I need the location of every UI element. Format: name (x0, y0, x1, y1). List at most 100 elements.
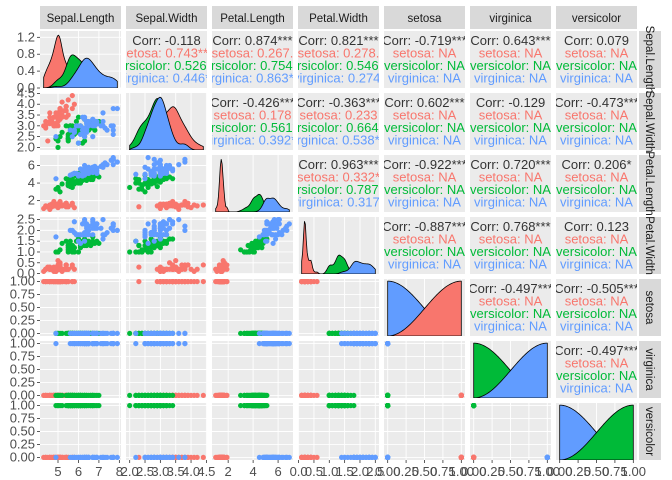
point-setosa (63, 262, 69, 268)
point-virginica (157, 341, 163, 347)
point-virginica (71, 219, 77, 225)
points-layer (41, 403, 120, 460)
panel-bg (298, 31, 379, 88)
row-strip-1 (639, 93, 661, 150)
points-layer (127, 341, 206, 398)
y-tick-label: 1.00 (10, 398, 35, 413)
point-virginica (110, 127, 116, 133)
y-tick-label: 0.75 (10, 287, 35, 302)
point-setosa (51, 123, 57, 129)
point-versicolor (385, 403, 391, 409)
corr-overall: Corr: -0.129 (476, 95, 545, 110)
point-versicolor (258, 392, 264, 398)
point-virginica (544, 454, 550, 460)
point-setosa (200, 454, 206, 460)
point-setosa (224, 279, 230, 285)
corr-group: versicolor: NA (384, 244, 465, 259)
point-setosa (43, 123, 49, 129)
y-tick-label: 0.50 (10, 300, 35, 315)
corr-group: versicolor: 0.787*** (283, 182, 394, 197)
panel-r3-c2 (212, 217, 293, 275)
point-virginica (114, 159, 120, 165)
col-strip-label-1: Sepal.Width (135, 13, 197, 25)
point-virginica (264, 454, 270, 460)
point-setosa (63, 103, 69, 109)
point-virginica (67, 227, 73, 233)
corr-group: setosa: 0.743*** (120, 46, 213, 61)
point-virginica (67, 172, 73, 178)
point-versicolor (127, 249, 133, 255)
point-virginica (351, 341, 357, 347)
col-strip-label-0: Sepal.Length (47, 13, 115, 25)
y-tick-label: 4 (28, 175, 35, 190)
x-tick-label: 7 (95, 464, 102, 479)
point-setosa (51, 203, 57, 209)
point-virginica (271, 454, 277, 460)
point-virginica (100, 341, 106, 347)
point-versicolor (90, 392, 96, 398)
corr-group: virginica: NA (388, 195, 461, 210)
point-virginica (145, 166, 151, 172)
point-virginica (280, 454, 286, 460)
point-virginica (67, 454, 73, 460)
x-tick-label: 0.00 (461, 464, 486, 479)
point-virginica (110, 221, 116, 227)
point-virginica (265, 227, 271, 233)
point-setosa (69, 93, 75, 99)
point-virginica (90, 134, 96, 140)
point-virginica (267, 454, 274, 460)
point-virginica (148, 229, 154, 236)
panel-r1-c3: Corr: -0.363***setosa: 0.233versicolor: … (298, 93, 379, 150)
y-tick-label: 2.0 (17, 222, 35, 237)
point-setosa (218, 279, 224, 285)
point-virginica (79, 114, 86, 120)
panel-bg (384, 155, 465, 212)
point-versicolor (238, 403, 244, 409)
panel-r1-c0 (40, 92, 121, 150)
point-virginica (148, 454, 154, 460)
point-virginica (69, 134, 75, 140)
points-layer (299, 341, 378, 398)
col-strip-4 (384, 6, 465, 29)
panel-bg (556, 341, 637, 398)
density-virginica (215, 197, 290, 212)
density-layer (129, 96, 204, 150)
point-versicolor (81, 138, 88, 144)
panel-bg (384, 93, 465, 150)
row-strip-label-3: Petal.Width (643, 216, 655, 275)
point-setosa (61, 202, 67, 208)
panel-r4-c0 (40, 279, 121, 336)
point-virginica (372, 454, 378, 460)
point-versicolor (69, 403, 75, 409)
point-virginica (182, 223, 188, 229)
points-layer (41, 155, 120, 212)
point-virginica (73, 454, 80, 460)
corr-group: virginica: NA (474, 133, 547, 148)
point-versicolor (170, 176, 176, 182)
corr-group: setosa: NA (479, 46, 543, 61)
point-virginica (98, 225, 104, 231)
y-tick-label: 0.00 (10, 325, 35, 340)
point-versicolor (63, 238, 69, 244)
point-virginica (157, 232, 163, 238)
panel-bg (556, 93, 637, 150)
point-virginica (90, 217, 96, 223)
point-setosa (302, 454, 308, 460)
point-virginica (357, 454, 363, 460)
point-virginica (79, 221, 86, 227)
panel-r3-c3 (298, 217, 379, 274)
y-tick-label: 2.0 (17, 139, 35, 154)
col-strip-0 (40, 6, 121, 29)
points-layer (299, 279, 378, 336)
x-tick-label: 0.50 (498, 464, 523, 479)
corr-overall: Corr: 0.874*** (212, 33, 292, 48)
corr-group: virginica: NA (388, 257, 461, 272)
point-setosa (47, 110, 53, 116)
point-versicolor (79, 403, 86, 409)
point-versicolor (170, 392, 176, 398)
point-virginica (351, 330, 357, 336)
